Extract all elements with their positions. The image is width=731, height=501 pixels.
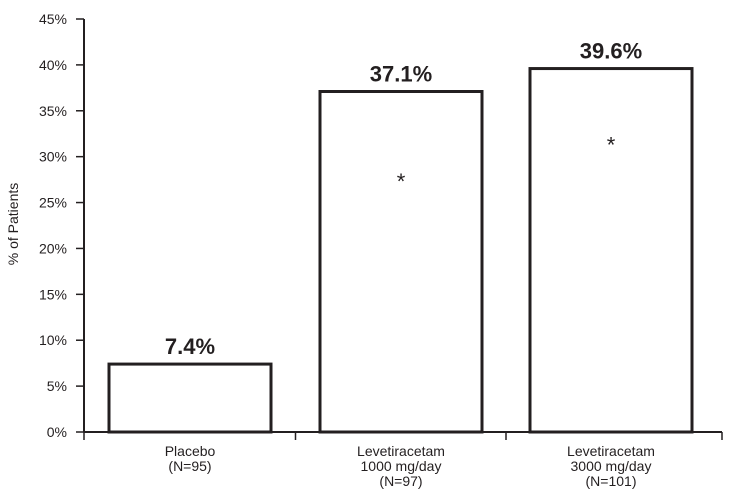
category-label: Placebo <box>165 443 216 459</box>
y-tick-label: 15% <box>39 286 67 302</box>
bars-layer <box>107 67 694 434</box>
y-axis-title: % of Patients <box>5 183 21 266</box>
x-ticks <box>83 432 723 440</box>
significance-asterisk: * <box>397 169 406 194</box>
significance-asterisk: * <box>607 132 616 157</box>
bar <box>528 67 694 434</box>
y-tick-label: 0% <box>47 424 67 440</box>
y-tick-label: 40% <box>39 57 67 73</box>
y-tick-label: 35% <box>39 103 67 119</box>
bar <box>318 90 484 434</box>
category-label: Levetiracetam <box>567 443 655 459</box>
category-label: (N=95) <box>168 458 211 474</box>
category-label: (N=97) <box>379 473 422 489</box>
bar <box>107 362 273 434</box>
category-label: 3000 mg/day <box>571 458 652 474</box>
category-label: Levetiracetam <box>357 443 445 459</box>
y-tick-label: 5% <box>47 378 67 394</box>
category-label: (N=101) <box>586 473 637 489</box>
axis-layer <box>83 19 722 433</box>
y-tick-label: 30% <box>39 149 67 165</box>
y-tick-label: 20% <box>39 240 67 256</box>
y-tick-label: 25% <box>39 195 67 211</box>
bar-value-label: 39.6% <box>580 39 642 64</box>
category-label: 1000 mg/day <box>361 458 442 474</box>
value-labels: 7.4% 37.1% * 39.6% * <box>165 39 642 360</box>
bar-value-label: 7.4% <box>165 334 215 359</box>
y-ticks: 0% 5% 10% 15% 20% 25% 30% 35% 40% 45% <box>39 11 84 440</box>
bar-value-label: 37.1% <box>370 62 432 87</box>
y-tick-label: 10% <box>39 332 67 348</box>
y-tick-label: 45% <box>39 11 67 27</box>
